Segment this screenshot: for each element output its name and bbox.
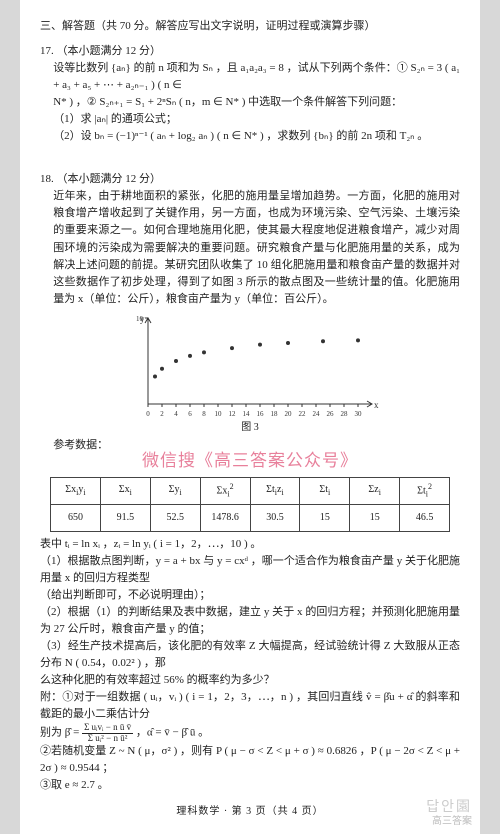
svg-text:22: 22 xyxy=(299,410,307,418)
svg-text:12: 12 xyxy=(229,410,237,418)
td-7: 15 xyxy=(350,504,400,531)
q18-hint1-line1: 附：①对于一组数据 ( uᵢ，vᵢ ) ( i = 1，2，3，⋯，n ) ，其… xyxy=(40,689,460,723)
th-5: Σtizi xyxy=(250,477,300,504)
q17-body-line2: N* ) ，② S₂ₙ₊₁ = S₁ + 2ⁿSₙ ( n，m ∈ N* ) 中… xyxy=(40,94,460,111)
page-footer: 理科数学 · 第 3 页（共 4 页） xyxy=(40,804,460,820)
q18-sub3-line1: （3）经生产技术提高后，该化肥的有效率 Z 大幅提高，经试验统计得 Z 大致服从… xyxy=(40,638,460,672)
th-4: Σxi2 xyxy=(200,477,250,504)
q18-sub1-line2: （给出判断即可，不必说明理由）； xyxy=(40,587,460,604)
q18-points: （本小题满分 12 分） xyxy=(57,173,162,185)
exam-page: 三、解答题（共 70 分。解答应写出文字说明，证明过程或演算步骤） 17. （本… xyxy=(20,0,480,834)
q18-sub2: （2）根据（1）的判断结果及表中数据，建立 y 关于 x 的回归方程；并预测化肥… xyxy=(40,604,460,638)
svg-text:4: 4 xyxy=(174,410,178,418)
q18-number: 18. xyxy=(40,173,54,185)
svg-text:14: 14 xyxy=(243,410,251,418)
table-note: 表中 tᵢ = ln xᵢ ，zᵢ = ln yᵢ ( i = 1，2，⋯，10… xyxy=(40,536,460,553)
q17-points: （本小题满分 12 分） xyxy=(57,45,162,57)
th-1: Σxiyi xyxy=(51,477,101,504)
q18-hint1-line2: 别为 β̂ = Σ uᵢvᵢ − n ū v̄ Σ uᵢ² − n ū² ，α̂… xyxy=(40,723,460,743)
q18-paragraph: 近年来，由于耕地面积的紧张，化肥的施用量呈增加趋势。一方面，化肥的施用对粮食增产… xyxy=(40,188,460,307)
hint-fraction: Σ uᵢvᵢ − n ū v̄ Σ uᵢ² − n ū² xyxy=(82,723,133,743)
q18-header: 18. （本小题满分 12 分） xyxy=(40,171,460,188)
td-5: 30.5 xyxy=(250,504,300,531)
svg-text:x: x xyxy=(374,400,379,410)
th-2: Σxi xyxy=(100,477,150,504)
q18-sub1-line1: （1）根据散点图判断，y = a + bx 与 y = cxᵈ ，哪一个适合作为… xyxy=(40,553,460,587)
svg-text:18: 18 xyxy=(271,410,279,418)
q17-sub1: （1）求 |aₙ| 的通项公式； xyxy=(40,111,460,128)
svg-text:10: 10 xyxy=(215,410,223,418)
figure-caption: 图 3 xyxy=(40,420,460,436)
svg-text:16: 16 xyxy=(257,410,265,418)
td-3: 52.5 xyxy=(150,504,200,531)
th-6: Σti xyxy=(300,477,350,504)
question-18: 18. （本小题满分 12 分） 近年来，由于耕地面积的紧张，化肥的施用量呈增加… xyxy=(40,171,460,794)
svg-text:26: 26 xyxy=(327,410,335,418)
svg-text:2: 2 xyxy=(160,410,164,418)
svg-text:24: 24 xyxy=(313,410,321,418)
svg-text:0: 0 xyxy=(146,410,150,418)
q17-body-line1: 设等比数列 {aₙ} 的前 n 项和为 Sₙ ，且 a₁a₂a₃ = 8 ，试从… xyxy=(40,60,460,94)
table-header-row: Σxiyi Σxi Σyi Σxi2 Σtizi Σti Σzi Σti2 xyxy=(51,477,450,504)
hint-frac-den: Σ uᵢ² − n ū² xyxy=(82,734,133,743)
q17-sub2: （2）设 bₙ = (−1)ⁿ⁻¹ ( aₙ + log₂ aₙ ) ( n ∈… xyxy=(40,128,460,145)
q17-header: 17. （本小题满分 12 分） xyxy=(40,43,460,60)
q18-sub3-line2: 么这种化肥的有效率超过 56% 的概率约为多少？ xyxy=(40,672,460,689)
corner-line2: 高三答案 xyxy=(426,816,472,827)
th-8: Σti2 xyxy=(400,477,450,504)
td-4: 1478.6 xyxy=(200,504,250,531)
th-3: Σyi xyxy=(150,477,200,504)
svg-text:6: 6 xyxy=(188,410,192,418)
table-data-row: 650 91.5 52.5 1478.6 30.5 15 15 46.5 xyxy=(51,504,450,531)
hint-beta-prefix: 别为 β̂ = xyxy=(40,727,82,739)
watermark-text: 微信搜《高三答案公众号》 xyxy=(40,448,460,474)
td-2: 91.5 xyxy=(100,504,150,531)
svg-text:y: y xyxy=(140,314,145,324)
hint-beta-suffix: ，α̂ = v̄ − β̂ ū 。 xyxy=(136,727,209,739)
td-8: 46.5 xyxy=(400,504,450,531)
corner-watermark: 답안園 高三答案 xyxy=(424,799,474,827)
svg-text:28: 28 xyxy=(341,410,349,418)
stats-table: Σxiyi Σxi Σyi Σxi2 Σtizi Σti Σzi Σti2 65… xyxy=(50,477,450,532)
q18-hint3: ③取 e ≈ 2.7 。 xyxy=(40,777,460,794)
svg-text:20: 20 xyxy=(285,410,293,418)
q18-hint2: ②若随机变量 Z ~ N ( μ，σ² ) ，则有 P ( μ − σ < Z … xyxy=(40,743,460,777)
q17-number: 17. xyxy=(40,45,54,57)
svg-text:8: 8 xyxy=(202,410,206,418)
td-6: 15 xyxy=(300,504,350,531)
corner-line1: 답안園 xyxy=(426,800,472,815)
svg-text:30: 30 xyxy=(355,410,363,418)
th-7: Σzi xyxy=(350,477,400,504)
section-title: 三、解答题（共 70 分。解答应写出文字说明，证明过程或演算步骤） xyxy=(40,18,460,35)
td-1: 650 xyxy=(51,504,101,531)
scatter-plot: 02468101214161820222426283010xy xyxy=(120,312,380,422)
question-17: 17. （本小题满分 12 分） 设等比数列 {aₙ} 的前 n 项和为 Sₙ … xyxy=(40,43,460,145)
